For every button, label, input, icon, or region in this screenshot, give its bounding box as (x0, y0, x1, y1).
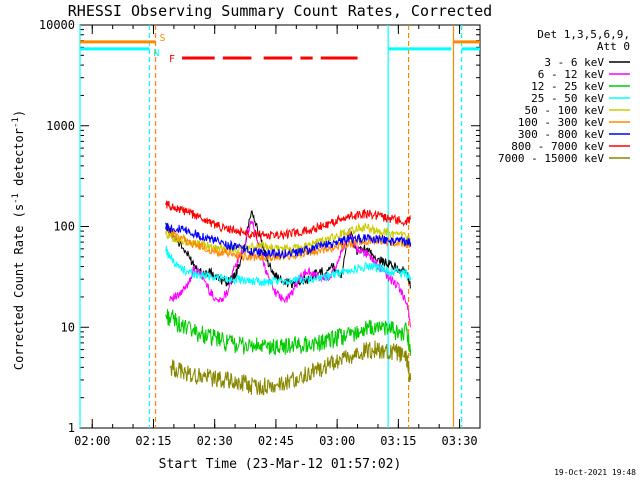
x-tick-label: 03:30 (442, 434, 478, 448)
y-tick-label: 1 (68, 421, 75, 435)
plot-frame (79, 24, 481, 429)
status-bar-label: S (160, 33, 166, 44)
legend-entry-label: 50 - 100 keV (525, 104, 605, 117)
y-axis-label-mid: detector (12, 128, 26, 193)
status-bar-label: N (153, 48, 159, 59)
y-axis-label-sup2: -1 (11, 117, 21, 128)
y-tick-label: 100 (53, 220, 75, 234)
legend-entry-label: 300 - 800 keV (518, 128, 604, 141)
x-tick-label: 02:45 (258, 434, 294, 448)
legend-header-line2: Att 0 (597, 40, 630, 53)
legend-entry-label: 6 - 12 keV (538, 68, 605, 81)
y-axis-label-suffix: ) (12, 110, 26, 117)
status-bar-label: F (169, 54, 175, 65)
footer-timestamp: 19-Oct-2021 19:48 (554, 468, 636, 477)
legend-entry-label: 7000 - 15000 keV (498, 152, 604, 165)
x-tick-label: 02:15 (135, 434, 171, 448)
legend-entry-label: 800 - 7000 keV (511, 140, 604, 153)
series-line (169, 220, 412, 328)
svg-text:Corrected Count Rate (s-1 dete: Corrected Count Rate (s-1 detector-1) (11, 110, 26, 370)
series-line (165, 222, 412, 260)
series-line (165, 200, 412, 241)
chart-title: RHESSI Observing Summary Count Rates, Co… (68, 2, 492, 20)
x-tick-label: 02:30 (197, 434, 233, 448)
x-tick-label: 03:15 (380, 434, 416, 448)
x-tick-label: 02:00 (74, 434, 110, 448)
series-line (165, 225, 412, 262)
x-tick-label: 03:00 (319, 434, 355, 448)
y-axis-label: Corrected Count Rate (s-1 detector-1) (11, 110, 26, 370)
x-axis-label: Start Time (23-Mar-12 01:57:02) (159, 457, 402, 472)
legend-entry-label: 25 - 50 keV (531, 92, 604, 105)
legend-entry-label: 12 - 25 keV (531, 80, 604, 93)
y-tick-label: 10 (61, 320, 75, 334)
plot-area: 1 10 100 1000 10000 02:00 02:15 02:30 02:45 03:00… (39, 18, 481, 448)
legend-entry-label: 100 - 300 keV (518, 116, 604, 129)
series-line (165, 222, 412, 255)
series-line (169, 340, 412, 396)
y-tick-label: 1000 (46, 119, 75, 133)
legend-entry-label: 3 - 6 keV (544, 56, 604, 69)
y-axis-label-prefix: Corrected Count Rate (s (12, 204, 26, 370)
series-line (165, 309, 412, 357)
y-tick-label: 10000 (39, 18, 75, 32)
y-axis-label-sup1: -1 (11, 193, 21, 204)
series-line (165, 245, 412, 287)
series-line (165, 210, 412, 290)
legend-header-line1: Det 1,3,5,6,9, (537, 28, 630, 41)
